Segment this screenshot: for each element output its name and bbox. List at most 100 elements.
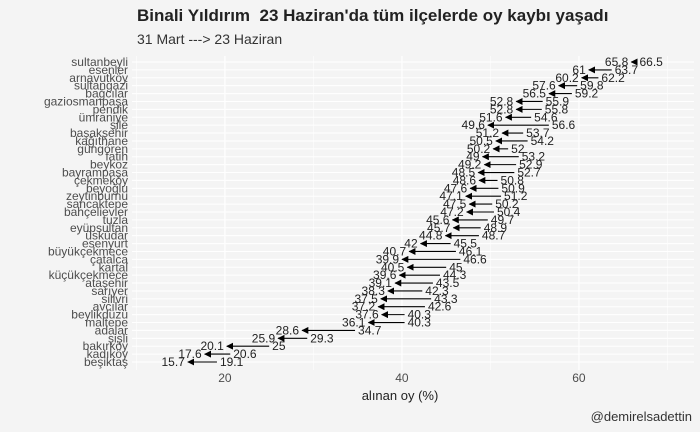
category-bakırköy: bakırköy xyxy=(83,339,128,353)
label-march-şişli: 29.3 xyxy=(310,331,334,345)
category-çekmeköy: çekmeköy xyxy=(74,173,128,187)
label-june-bağcılar: 56.5 xyxy=(523,87,547,101)
category-başakşehir: başakşehir xyxy=(70,126,128,140)
label-march-bahçelievler: 50.4 xyxy=(497,205,521,219)
label-march-kartal: 45 xyxy=(449,260,463,274)
label-june-bayrampaşa: 48.5 xyxy=(452,166,476,180)
label-june-şişli: 25.9 xyxy=(252,331,276,345)
label-march-fatih: 53.2 xyxy=(522,150,546,164)
label-june-tuzla: 45.6 xyxy=(426,213,450,227)
label-june-zeytinburnu: 47.1 xyxy=(439,189,463,203)
category-beykoz: beykoz xyxy=(90,158,128,172)
category-küçükçekmece: küçükçekmece xyxy=(49,268,129,282)
label-march-şile: 56.6 xyxy=(552,118,576,132)
label-june-silivri: 37.5 xyxy=(354,292,378,306)
label-june-esenler: 61 xyxy=(572,63,586,77)
category-adalar: adalar xyxy=(95,323,128,337)
label-june-beşiktaş: 15.7 xyxy=(162,355,186,369)
label-march-güngören: 52 xyxy=(511,142,525,156)
category-kadıköy: kadıköy xyxy=(87,347,128,361)
label-june-beylikdüzü: 37.6 xyxy=(355,308,379,322)
label-march-eyüpsultan: 48.9 xyxy=(484,221,508,235)
category-fatih: fatih xyxy=(105,150,128,164)
label-march-pendik: 55.8 xyxy=(545,102,569,116)
label-march-sultangazi: 59.8 xyxy=(580,79,604,93)
label-june-sancaktepe: 47.5 xyxy=(443,197,467,211)
category-kartal: kartal xyxy=(99,260,128,274)
label-march-başakşehir: 53.7 xyxy=(526,126,550,140)
category-güngören: güngören xyxy=(77,142,128,156)
label-june-kadıköy: 17.6 xyxy=(178,347,202,361)
label-june-çatalca: 39.9 xyxy=(376,252,400,266)
label-march-adalar: 34.7 xyxy=(358,323,382,337)
label-june-kağıthane: 50.5 xyxy=(470,134,494,148)
label-march-avcılar: 42.6 xyxy=(428,300,452,314)
category-beşiktaş: beşiktaş xyxy=(84,355,128,369)
label-june-sultangazi: 57.6 xyxy=(532,79,556,93)
category-bayrampaşa: bayrampaşa xyxy=(62,166,128,180)
label-june-arnavutköy: 60.2 xyxy=(555,71,579,85)
label-june-büyükçekmece: 40.7 xyxy=(383,244,407,258)
label-march-çatalca: 46.6 xyxy=(463,252,487,266)
label-june-sarıyer: 38.3 xyxy=(362,284,386,298)
arrow-marks xyxy=(187,58,638,366)
label-march-beylikdüzü: 40.3 xyxy=(408,308,432,322)
x-tick-20: 20 xyxy=(218,371,232,385)
label-march-maltepe: 40.3 xyxy=(408,316,432,330)
chart-subtitle: 31 Mart ---> 23 Haziran xyxy=(137,31,283,47)
label-june-küçükçekmece: 39.6 xyxy=(373,268,397,282)
category-şile: şile xyxy=(110,118,128,132)
label-june-avcılar: 37.2 xyxy=(352,300,376,314)
category-arnavutköy: arnavutköy xyxy=(69,71,128,85)
category-gaziosmanpaşa: gaziosmanpaşa xyxy=(44,94,128,108)
category-çatalca: çatalca xyxy=(90,252,128,266)
label-june-adalar: 28.6 xyxy=(276,323,300,337)
label-june-beyoğlu: 47.6 xyxy=(444,181,468,195)
label-june-üsküdar: 44.8 xyxy=(419,229,443,243)
label-june-bakırköy: 20.1 xyxy=(200,339,224,353)
label-june-güngören: 50.2 xyxy=(467,142,491,156)
label-june-pendik: 52.8 xyxy=(490,102,514,116)
label-march-ümraniye: 54.6 xyxy=(534,110,558,124)
x-axis-ticks: 20 40 60 xyxy=(218,371,586,385)
category-kağıthane: kağıthane xyxy=(75,134,128,148)
chart-title: Binali Yıldırım 23 Haziran'da tüm ilçele… xyxy=(137,6,609,25)
label-june-sultanbeyli: 65.8 xyxy=(605,55,629,69)
label-march-esenler: 63.7 xyxy=(615,63,639,77)
label-march-küçükçekmece: 44.3 xyxy=(443,268,467,282)
label-june-beykoz: 49.2 xyxy=(458,158,482,172)
label-march-arnavutköy: 62.2 xyxy=(601,71,625,85)
category-silivri: silivri xyxy=(101,292,128,306)
category-esenler: esenler xyxy=(89,63,128,77)
category-sultanbeyli: sultanbeyli xyxy=(71,55,128,69)
x-tick-60: 60 xyxy=(572,371,586,385)
category-üsküdar: üsküdar xyxy=(85,229,128,243)
label-june-fatih: 49 xyxy=(466,150,480,164)
label-march-zeytinburnu: 51.2 xyxy=(504,189,528,203)
grid-lines xyxy=(132,56,694,370)
label-march-sancaktepe: 50.2 xyxy=(495,197,519,211)
label-june-şile: 49.6 xyxy=(462,118,486,132)
label-march-sarıyer: 42.3 xyxy=(425,284,449,298)
x-axis-label: alınan oy (%) xyxy=(362,388,439,403)
category-sultangazi: sultangazi xyxy=(74,79,128,93)
label-march-ataşehir: 43.5 xyxy=(436,276,460,290)
category-sarıyer: sarıyer xyxy=(91,284,128,298)
category-bahçelievler: bahçelievler xyxy=(64,205,128,219)
label-june-çekmeköy: 48.6 xyxy=(453,173,477,187)
category-beyoğlu: beyoğlu xyxy=(86,181,128,195)
category-zeytinburnu: zeytinburnu xyxy=(66,189,128,203)
label-march-bayrampaşa: 52.7 xyxy=(517,166,541,180)
label-march-çekmeköy: 50.8 xyxy=(501,173,525,187)
label-june-ümraniye: 51.6 xyxy=(479,110,503,124)
category-sancaktepe: sancaktepe xyxy=(67,197,129,211)
label-june-eyüpsultan: 45.7 xyxy=(427,221,451,235)
label-march-kadıköy: 20.6 xyxy=(233,347,257,361)
label-march-kağıthane: 54.2 xyxy=(531,134,555,148)
value-labels: 66.5 65.863.7 61 62.2 60.259.8 57.6 59.2 56.555… xyxy=(162,55,664,369)
category-büyükçekmece: büyükçekmece xyxy=(48,244,128,258)
label-march-üsküdar: 48.7 xyxy=(482,229,506,243)
label-march-sultanbeyli: 66.5 xyxy=(639,55,663,69)
label-march-silivri: 43.3 xyxy=(434,292,458,306)
